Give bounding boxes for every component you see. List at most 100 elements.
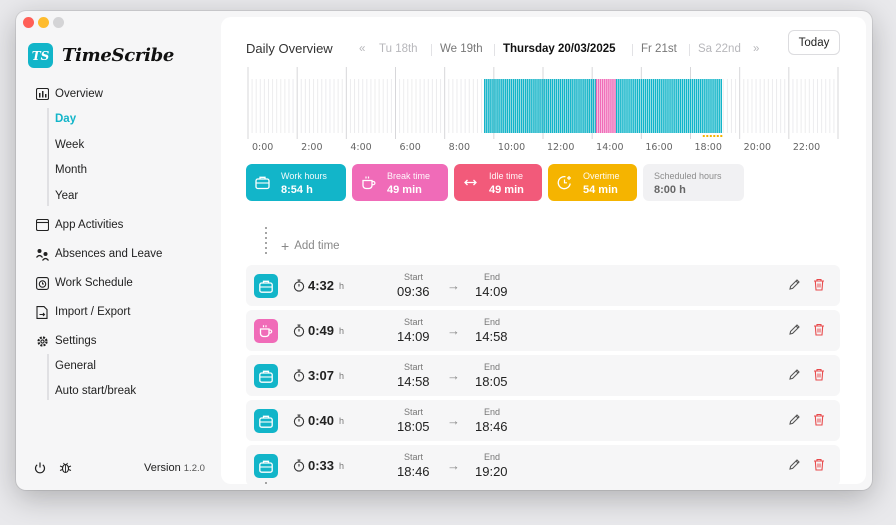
start-label: Start (404, 407, 424, 417)
start-time: 09:36 (397, 284, 430, 299)
gear-icon (35, 334, 49, 348)
timeline-bar (712, 79, 714, 133)
add-time-button[interactable]: + Add time (281, 238, 340, 254)
time-entry-row: 4:32 h Start 09:36 → End 14:09 (246, 265, 840, 306)
sidebar-item-app-activities[interactable]: App Activities (35, 218, 123, 232)
minimize-window-button[interactable] (38, 17, 49, 28)
day-current[interactable]: Thursday 20/03/2025 (503, 43, 616, 55)
timeline-segment-break (595, 79, 616, 133)
sidebar-sub-week[interactable]: Week (55, 139, 85, 151)
timeline-bar (689, 79, 692, 133)
timeline-bar (667, 79, 669, 133)
edit-icon[interactable] (788, 278, 801, 291)
timeline-bar (614, 79, 616, 133)
delete-icon[interactable] (813, 323, 825, 336)
sidebar-sub-auto-start[interactable]: Auto start/break (55, 385, 137, 397)
timeline-bar (539, 79, 541, 133)
timeline-bar (654, 79, 657, 133)
timeline-segment-work (484, 79, 597, 133)
start-label: Start (404, 362, 424, 372)
timeline-bar (570, 79, 572, 133)
delete-icon[interactable] (813, 278, 825, 291)
power-icon[interactable] (34, 462, 46, 474)
coffee-icon (362, 176, 376, 190)
logo-badge: TS (28, 43, 53, 68)
start-time: 18:46 (397, 464, 430, 479)
timeline-bar (644, 79, 647, 133)
timeline-tick-label: 10:00 (497, 142, 526, 153)
timeline-bar (582, 79, 584, 133)
sidebar-item-overview[interactable]: Overview (35, 87, 103, 101)
edit-icon[interactable] (788, 458, 801, 471)
sidebar-item-import-export[interactable]: Import / Export (35, 305, 130, 319)
sidebar-item-settings[interactable]: Settings (35, 334, 97, 348)
timeline-bar (663, 79, 665, 133)
timeline-bar (492, 79, 494, 133)
timeline-bar (700, 79, 702, 133)
timeline-bar (549, 79, 552, 133)
timeline-tick-label: 20:00 (743, 142, 772, 153)
sidebar-item-absences[interactable]: Absences and Leave (35, 247, 162, 261)
sidebar-item-label: Absences and Leave (55, 248, 163, 260)
sidebar: TS TimeScribe Overview Day Week Month Ye… (16, 11, 221, 490)
file-transfer-icon (35, 305, 49, 319)
sidebar-sub-day[interactable]: Day (55, 113, 77, 125)
timeline-tick-label: 4:00 (350, 142, 372, 153)
timeline-bar (557, 79, 560, 133)
timeline-bar (624, 79, 626, 133)
plus-icon: + (281, 238, 290, 254)
today-button[interactable]: Today (788, 30, 840, 55)
day-sat[interactable]: Sa 22nd (698, 43, 741, 55)
stopwatch-icon (293, 369, 305, 382)
timeline-bar (502, 79, 504, 133)
page-title: Daily Overview (246, 41, 333, 56)
timeline-bar (708, 79, 710, 133)
entry-duration: 0:33 (308, 458, 335, 473)
timeline-bar (516, 79, 519, 133)
version-text: Version (144, 462, 181, 474)
card-label: Overtime (583, 171, 620, 181)
zoom-window-button[interactable] (53, 17, 64, 28)
day-tue[interactable]: Tu 18th (379, 43, 418, 55)
timeline-bar (718, 79, 720, 133)
time-entry-row: 3:07 h Start 14:58 → End 18:05 (246, 355, 840, 396)
duration-unit: h (339, 461, 345, 471)
timeline-bar (541, 79, 543, 133)
timeline-bar (584, 79, 586, 133)
timeline-bar (681, 79, 684, 133)
delete-icon[interactable] (813, 413, 825, 426)
version-number: 1.2.0 (183, 463, 205, 474)
bug-icon[interactable] (59, 461, 72, 474)
timeline-tick-label: 16:00 (645, 142, 673, 153)
sidebar-item-work-schedule[interactable]: Work Schedule (35, 276, 133, 290)
timeline-bar (580, 79, 582, 133)
edit-icon[interactable] (788, 413, 801, 426)
divider (689, 44, 690, 56)
card-value: 49 min (387, 184, 422, 196)
edit-icon[interactable] (788, 323, 801, 336)
sidebar-footer (34, 461, 72, 474)
timeline-bar (545, 79, 547, 133)
timeline-bar (622, 79, 624, 133)
day-fri[interactable]: Fr 21st (641, 43, 677, 55)
delete-icon[interactable] (813, 458, 825, 471)
time-entry-row: 0:33 h Start 18:46 → End 19:20 (246, 445, 840, 486)
timeline-bar (608, 79, 610, 133)
timeline-bar (572, 79, 574, 133)
delete-icon[interactable] (813, 368, 825, 381)
timeline-bar (563, 79, 566, 133)
timeline-bar (559, 79, 562, 133)
prev-week-button[interactable]: « (359, 43, 366, 55)
sidebar-sub-year[interactable]: Year (55, 190, 79, 202)
timeline-bar (595, 79, 598, 133)
timeline-bar (677, 79, 679, 133)
next-week-button[interactable]: » (753, 43, 760, 55)
app-logo: TS TimeScribe (28, 43, 174, 68)
day-wed[interactable]: We 19th (440, 43, 483, 55)
edit-icon[interactable] (788, 368, 801, 381)
timeline-tick-label: 18:00 (694, 142, 722, 153)
sidebar-sub-month[interactable]: Month (55, 164, 87, 176)
coffee-icon (254, 319, 278, 343)
sidebar-sub-general[interactable]: General (55, 360, 96, 372)
close-window-button[interactable] (23, 17, 34, 28)
